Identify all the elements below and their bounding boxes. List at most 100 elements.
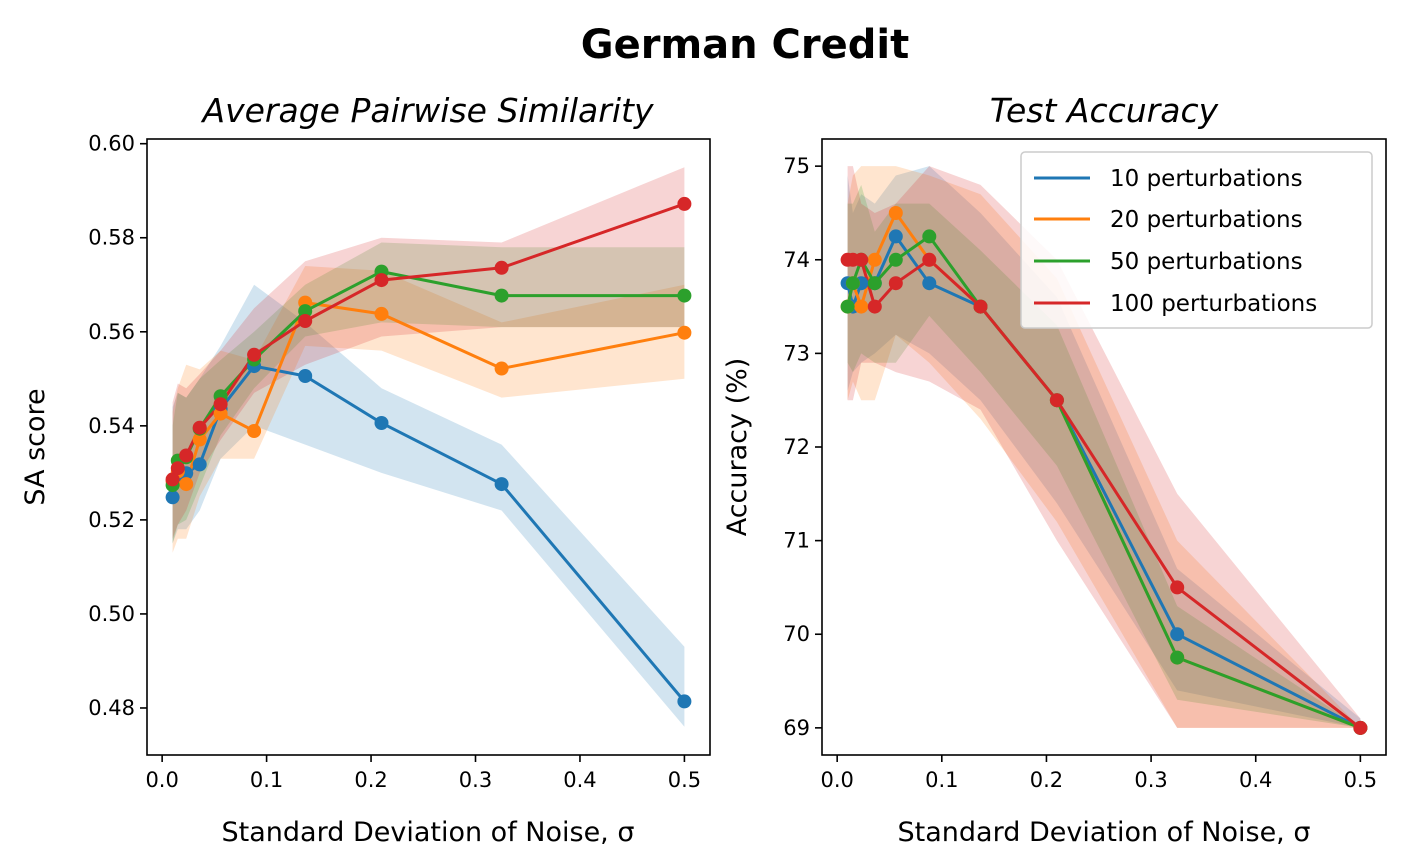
y-axis-ticks: 0.48 0.50 0.52 0.54 0.56 0.58 0.60 [88,132,147,720]
plot-frame [821,138,1387,756]
point-100-perturbations [973,299,988,314]
point-100-perturbations [494,260,509,275]
point-20-perturbations [494,361,509,376]
band-100-perturbations [172,167,685,539]
line-50-perturbations [846,234,1361,730]
y-tick-label: 0.54 [88,414,135,438]
point-10-perturbations [298,369,313,383]
point-100-perturbations [854,252,869,267]
y-tick-label: 0.60 [88,132,135,156]
point-100-perturbations [1353,720,1368,735]
y-axis-ticks: 69 70 71 72 73 74 75 [783,154,822,740]
x-tick-label: 0.0 [145,768,178,792]
point-100-perturbations [247,347,262,362]
legend-entry-100: 100 perturbations [1034,291,1317,317]
figure-title: German Credit [581,22,909,68]
point-50-perturbations [1170,650,1185,665]
point-20-perturbations [854,299,869,314]
point-50-perturbations [494,288,509,303]
y-tick-label: 0.58 [88,226,135,250]
point-10-perturbations [192,457,207,472]
point-10-perturbations [677,694,692,709]
point-20-perturbations [179,477,194,492]
point-100-perturbations [192,420,207,435]
x-tick-label: 0.4 [1239,768,1272,792]
point-100-perturbations [888,276,903,291]
y-tick-label: 0.50 [88,602,135,626]
point-20-perturbations [374,306,389,321]
band-20-perturbations [172,266,685,553]
point-50-perturbations [867,276,882,291]
point-100-perturbations [165,472,180,487]
panel-average-pairwise-similarity: 0.0 0.1 0.2 0.3 0.4 0.5 0.480.500.520.540.560… [20,91,711,848]
x-tick-label: 0.1 [250,768,283,792]
point-10-perturbations [494,477,509,492]
band-50-perturbations [847,184,1361,728]
y-tick-label: 69 [783,716,810,740]
point-50-perturbations [922,229,937,244]
x-axis-ticks: 0.0 0.1 0.2 0.3 0.4 0.5 [145,755,701,792]
x-tick-label: 0.4 [563,768,596,792]
point-100-perturbations [213,397,228,412]
x-tick-label: 0.5 [1344,768,1377,792]
point-100-perturbations [170,461,185,476]
x-tick-label: 0.2 [354,768,387,792]
point-100-perturbations [179,448,194,463]
band-10-perturbations [172,284,685,727]
point-50-perturbations [888,252,903,267]
x-tick-label: 0.3 [1134,768,1167,792]
point-100-perturbations [1170,580,1185,595]
series-points [840,206,1368,735]
panel-title: Average Pairwise Similarity [201,91,654,130]
point-20-perturbations [247,424,262,438]
point-50-perturbations [677,288,692,303]
point-20-perturbations [677,325,692,340]
point-10-perturbations [888,229,903,244]
panel-title: Test Accuracy [990,91,1219,130]
point-10-perturbations [165,490,180,505]
point-100-perturbations [922,252,937,267]
point-100-perturbations [867,299,882,314]
y-tick-label: 0.56 [88,320,135,344]
x-tick-label: 0.2 [1030,768,1063,792]
legend-label: 100 perturbations [1110,291,1317,317]
point-20-perturbations [867,252,882,267]
y-tick-label: 74 [783,248,810,272]
x-tick-label: 0.1 [925,768,958,792]
point-10-perturbations [374,416,389,430]
y-axis-label: Accuracy (%) [722,358,753,537]
y-tick-label: 75 [783,154,810,178]
y-tick-label: 73 [783,341,810,365]
plot-frame [146,138,711,756]
x-axis-label: Standard Deviation of Noise, σ [222,817,635,848]
x-tick-label: 0.3 [459,768,492,792]
y-tick-label: 0.48 [88,696,135,720]
legend-box [1020,151,1373,329]
point-100-perturbations [374,273,389,288]
y-tick-label: 70 [783,622,810,646]
y-axis-label: SA score [20,388,51,505]
point-50-perturbations [298,304,313,319]
point-50-perturbations [840,299,855,314]
legend-label: 10 perturbations [1110,166,1303,192]
legend-entry-50: 50 perturbations [1034,249,1303,275]
y-tick-label: 71 [783,529,810,553]
point-10-perturbations [922,276,937,291]
point-100-perturbations [677,196,692,211]
legend-label: 20 perturbations [1110,207,1303,233]
legend-entry-10: 10 perturbations [1034,166,1303,192]
point-50-perturbations [845,276,860,291]
y-tick-label: 72 [783,435,810,459]
point-100-perturbations [1049,393,1064,408]
x-axis-label: Standard Deviation of Noise, σ [898,817,1311,848]
legend-label: 50 perturbations [1110,249,1303,275]
panel-test-accuracy: 0.0 0.1 0.2 0.3 0.4 0.5 69 70 71 72 73 74 75 Test A… [722,91,1387,848]
y-tick-label: 0.52 [88,508,135,532]
legend: 10 perturbations 20 perturbations 50 per… [1020,151,1373,329]
point-10-perturbations [1170,627,1185,642]
series-points [165,196,692,709]
point-20-perturbations [192,432,207,447]
point-100-perturbations [298,314,313,328]
